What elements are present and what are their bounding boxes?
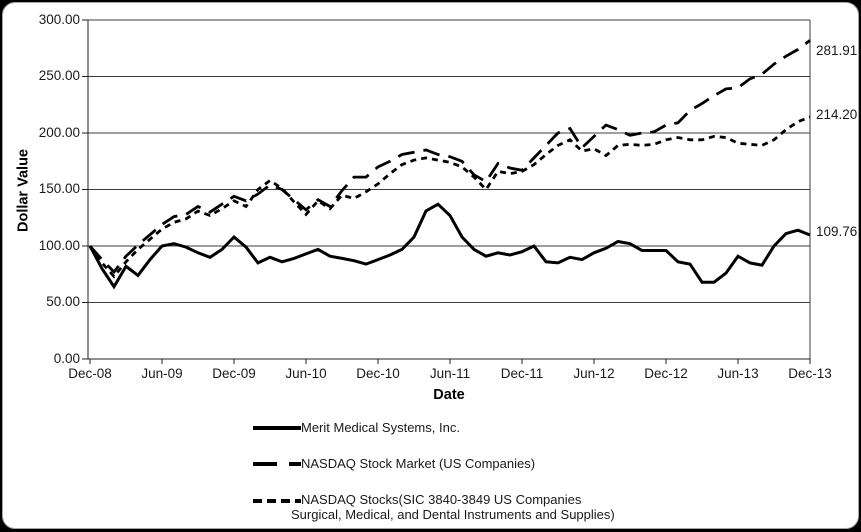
x-tick-label: Dec-12 [644, 366, 688, 381]
y-tick-label: 250.00 [38, 68, 80, 83]
x-tick-label: Jun-13 [717, 366, 759, 381]
merit-line-swatch [253, 426, 301, 430]
x-axis-title: Date [433, 387, 465, 403]
y-tick-label: 300.00 [38, 12, 80, 27]
legend-label-merit: Merit Medical Systems, Inc. [301, 420, 460, 435]
end-label-merit: 109.76 [816, 224, 858, 239]
legend-label-sic-line1: NASDAQ Stocks(SIC 3840-3849 US Companies [301, 492, 582, 507]
sic-line-swatch [253, 499, 301, 503]
end-label-nasdaq: 281.91 [816, 43, 858, 58]
y-tick-label: 100.00 [38, 238, 80, 253]
y-tick-label: 50.00 [46, 294, 80, 309]
y-tick-label: 0.00 [53, 351, 80, 366]
x-tick-label: Jun-12 [573, 366, 615, 381]
x-tick-label: Jun-09 [141, 366, 183, 381]
legend-label-sic-line2: Surgical, Medical, and Dental Instrument… [291, 507, 615, 522]
y-axis-title: Dollar Value [15, 149, 32, 233]
y-tick-label: 150.00 [38, 181, 80, 196]
merit-line [88, 202, 811, 290]
x-tick-label: Dec-13 [788, 366, 832, 381]
x-tick-label: Dec-11 [500, 366, 544, 381]
x-tick-label: Dec-09 [212, 366, 256, 381]
y-tick-label: 200.00 [38, 125, 80, 140]
x-tick-label: Dec-10 [356, 366, 400, 381]
x-tick-label: Jun-11 [429, 366, 471, 381]
nasdaq-line-swatch [253, 462, 301, 466]
sic-line [88, 115, 811, 279]
x-tick-label: Dec-08 [68, 366, 112, 381]
legend-label-nasdaq: NASDAQ Stock Market (US Companies) [301, 456, 536, 471]
x-tick-label: Jun-10 [285, 366, 327, 381]
nasdaq-line [88, 39, 811, 275]
end-label-sic: 214.20 [816, 107, 858, 122]
